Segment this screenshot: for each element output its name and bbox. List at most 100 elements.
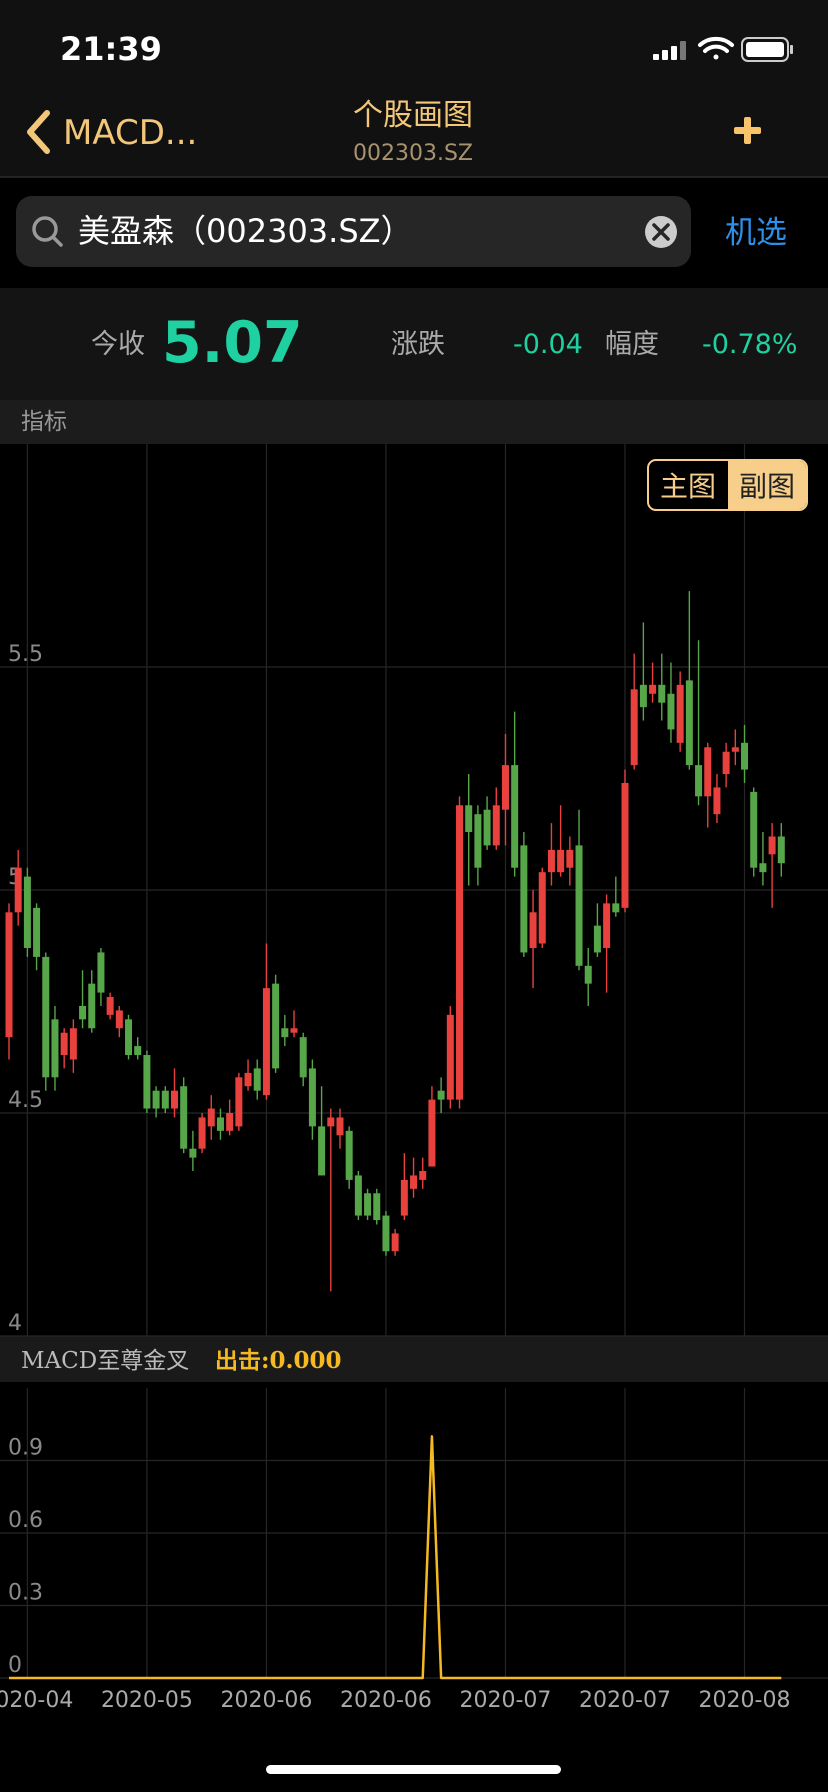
candle-body (235, 1077, 243, 1127)
close-price: 5.07 (162, 310, 303, 376)
candle-body (649, 684, 657, 694)
candle-body (446, 1014, 454, 1100)
candle-body (768, 836, 776, 855)
candle-body (97, 952, 105, 993)
candle-body (152, 1090, 160, 1109)
candle-body (759, 863, 767, 873)
candle-body (593, 925, 601, 953)
search-box[interactable] (16, 196, 691, 267)
candle-body (584, 965, 592, 984)
candle-body (750, 791, 758, 868)
indicator-band (0, 1336, 828, 1382)
candle-body (676, 684, 684, 743)
candle-body (713, 787, 721, 815)
candle-body (226, 1113, 234, 1131)
candle-body (373, 1193, 381, 1221)
candle-body (69, 1028, 77, 1060)
toggle[interactable]: 主图 副图 (647, 459, 808, 511)
clear-button[interactable] (645, 216, 677, 248)
candle-body (60, 1032, 68, 1056)
change-label: 涨跌 (391, 329, 445, 360)
nav-title: 个股画图 (353, 98, 473, 133)
candle-body (547, 849, 555, 873)
candle-body (400, 1179, 408, 1216)
candle-body (33, 907, 41, 957)
top-bar (0, 0, 828, 177)
candle-body (272, 983, 280, 1069)
candle-body (125, 1019, 133, 1056)
plots: 44.555.500.30.60.92020-042020-052020-062… (0, 444, 828, 1713)
candle-body (364, 1193, 372, 1216)
candle-body (318, 1126, 326, 1176)
candle-body (23, 876, 31, 948)
candle-body (511, 765, 519, 868)
search-icon (32, 216, 63, 247)
candle-body (14, 867, 22, 913)
x-tick-label: 2020-05 (101, 1688, 193, 1713)
candle-body (474, 814, 482, 868)
pct-label: 幅度 (605, 329, 659, 360)
indicator-title: MACD至尊金叉 (21, 1348, 189, 1374)
status-time: 21:39 (60, 30, 162, 68)
toggle-sub-label[interactable]: 副图 (739, 470, 795, 503)
candle-body (410, 1175, 418, 1189)
y-tick-label: 0.6 (8, 1508, 43, 1533)
change-value: -0.04 (513, 329, 583, 360)
candle-body (382, 1215, 390, 1252)
candle-body (667, 693, 675, 730)
search-query[interactable]: 美盈森（002303.SZ） (78, 212, 413, 250)
signal-icon (653, 41, 686, 60)
candle-body (244, 1072, 252, 1087)
y-tick-label: 0.3 (8, 1581, 43, 1606)
candle-body (143, 1055, 151, 1109)
candle-body (161, 1090, 169, 1109)
candle-body (290, 1028, 298, 1033)
candle-body (419, 1170, 427, 1180)
add-button[interactable] (734, 117, 761, 144)
candle-body (731, 747, 739, 752)
candle-body (79, 1005, 87, 1020)
candle-body (695, 765, 703, 797)
candle-body (299, 1037, 307, 1078)
pct-value: -0.78% (702, 329, 798, 360)
x-tick-label: 2020-06 (220, 1688, 312, 1713)
candle-body (115, 1010, 123, 1029)
candle-body (621, 782, 629, 908)
candle-body (575, 845, 583, 966)
candle-body (207, 1108, 215, 1127)
back-label[interactable]: MACD... (63, 113, 197, 153)
action-button[interactable]: 机选 (725, 215, 787, 251)
back-chevron[interactable] (27, 110, 50, 154)
candle-body (639, 684, 647, 708)
wifi-icon (698, 36, 734, 60)
candle-body (704, 747, 712, 797)
toggle-sub[interactable] (728, 461, 806, 509)
y-tick-label: 4 (8, 1311, 22, 1336)
candle-body (327, 1117, 335, 1127)
indicator-annotation: 出击:0.000 (215, 1347, 342, 1374)
candle-body (612, 903, 620, 913)
y-tick-label: 4.5 (8, 1088, 43, 1113)
candle-body (262, 988, 270, 1096)
candle-body (216, 1117, 224, 1131)
candle-body (180, 1086, 188, 1149)
quote-band (0, 288, 828, 400)
candle-body (198, 1117, 206, 1149)
candle-body (557, 849, 565, 873)
candle-body (88, 983, 96, 1029)
candle-body (281, 1028, 289, 1038)
candle-body (134, 1046, 142, 1056)
candle-body (658, 684, 666, 703)
candle-body (566, 849, 574, 868)
candle-body (529, 912, 537, 948)
section-band (0, 400, 828, 444)
candle-body (336, 1117, 344, 1136)
candle-body (51, 1019, 59, 1078)
candle-body (538, 872, 546, 944)
candle-body (685, 680, 693, 766)
candle-body (308, 1068, 316, 1127)
toggle-main-label[interactable]: 主图 (660, 470, 716, 503)
x-tick-label: 2020-04 (0, 1688, 73, 1713)
